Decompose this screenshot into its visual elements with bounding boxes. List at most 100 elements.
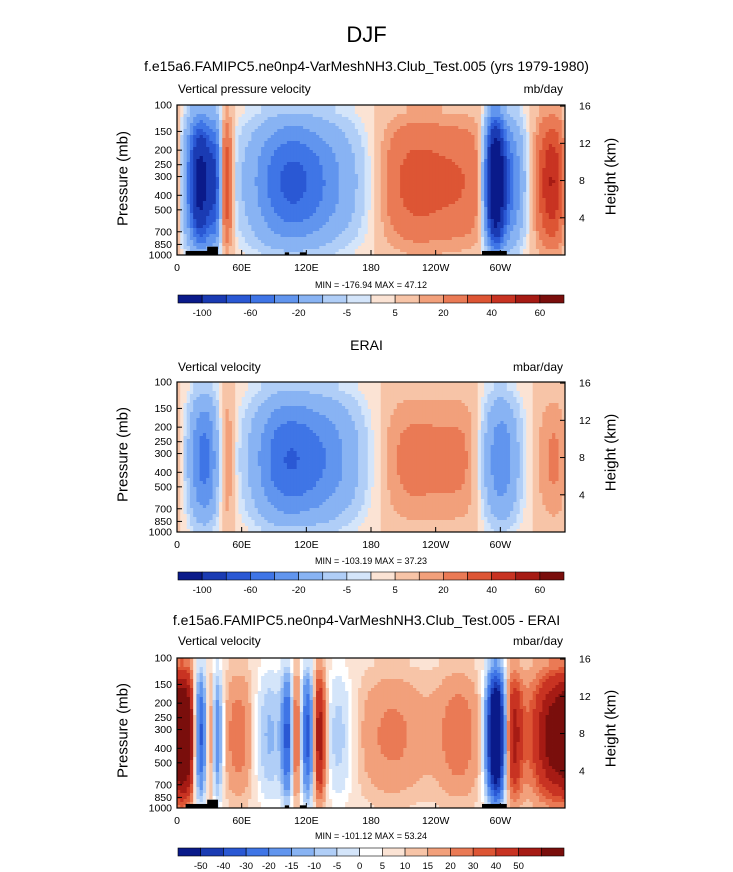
heatmap-cell — [490, 204, 495, 208]
heatmap-cell — [299, 177, 304, 181]
heatmap-cell — [396, 198, 401, 202]
heatmap-cell — [189, 180, 194, 184]
heatmap-cell — [286, 207, 291, 211]
heatmap-cell — [406, 144, 411, 148]
heatmap-cell — [513, 177, 517, 181]
heatmap-cell — [261, 204, 265, 208]
heatmap-cell — [270, 111, 275, 115]
heatmap-cell — [445, 138, 449, 142]
heatmap-cell — [490, 201, 495, 205]
heatmap-cell — [387, 135, 391, 139]
heatmap-cell — [522, 207, 527, 211]
heatmap-cell — [261, 144, 265, 148]
heatmap-cell — [354, 222, 359, 226]
heatmap-cell — [183, 123, 188, 127]
heatmap-cell — [409, 132, 414, 136]
heatmap-cell — [539, 156, 543, 160]
heatmap-cell — [393, 198, 398, 202]
heatmap-cell — [238, 150, 243, 154]
heatmap-cell — [354, 132, 359, 136]
heatmap-cell — [283, 183, 288, 187]
heatmap-cell — [296, 144, 301, 148]
heatmap-cell — [180, 192, 184, 196]
heatmap-cell — [400, 141, 404, 145]
heatmap-cell — [429, 213, 433, 217]
heatmap-cell — [393, 162, 398, 166]
heatmap-cell — [438, 222, 443, 226]
heatmap-cell — [299, 114, 304, 118]
heatmap-cell — [490, 105, 495, 109]
heatmap-cell — [358, 156, 362, 160]
heatmap-cell — [487, 123, 492, 127]
heatmap-cell — [458, 210, 462, 214]
heatmap-cell — [383, 138, 388, 142]
heatmap-cell — [561, 186, 566, 190]
heatmap-cell — [202, 150, 207, 154]
heatmap-cell — [312, 195, 317, 199]
heatmap-cell — [215, 186, 220, 190]
heatmap-cell — [335, 129, 340, 133]
heatmap-cell — [526, 168, 530, 172]
heatmap-cell — [183, 222, 188, 226]
heatmap-cell — [238, 213, 243, 217]
heatmap-cell — [309, 174, 314, 178]
heatmap-cell — [400, 123, 404, 127]
heatmap-cell — [548, 186, 553, 190]
heatmap-cell — [270, 168, 275, 172]
heatmap-cell — [548, 141, 553, 145]
heatmap-cell — [471, 111, 475, 115]
heatmap-cell — [477, 174, 482, 178]
heatmap-cell — [299, 228, 304, 232]
heatmap-cell — [387, 198, 391, 202]
heatmap-cell — [354, 207, 359, 211]
heatmap-cell — [506, 153, 511, 157]
heatmap-cell — [364, 183, 369, 187]
heatmap-cell — [490, 171, 495, 175]
heatmap-cell — [438, 123, 443, 127]
heatmap-cell — [422, 219, 427, 223]
heatmap-cell — [351, 165, 356, 169]
heatmap-cell — [374, 126, 378, 130]
heatmap-cell — [425, 171, 430, 175]
heatmap-cell — [202, 138, 207, 142]
heatmap-cell — [484, 147, 488, 151]
heatmap-cell — [419, 177, 424, 181]
heatmap-cell — [335, 225, 340, 229]
heatmap-cell — [539, 192, 543, 196]
heatmap-cell — [477, 156, 482, 160]
heatmap-cell — [193, 117, 197, 121]
heatmap-cell — [309, 144, 314, 148]
heatmap-cell — [364, 162, 369, 166]
heatmap-cell — [280, 150, 285, 154]
heatmap-cell — [212, 126, 217, 130]
heatmap-cell — [419, 108, 424, 112]
heatmap-cell — [468, 177, 472, 181]
heatmap-cell — [199, 177, 204, 181]
heatmap-cell — [293, 111, 298, 115]
heatmap-cell — [493, 180, 498, 184]
heatmap-cell — [371, 177, 375, 181]
heatmap-cell — [490, 207, 495, 211]
heatmap-cell — [461, 225, 466, 229]
heatmap-cell — [296, 207, 301, 211]
heatmap-cell — [464, 156, 469, 160]
heatmap-cell — [189, 162, 194, 166]
heatmap-cell — [539, 201, 543, 205]
heatmap-cell — [542, 165, 546, 169]
heatmap-cell — [561, 207, 566, 211]
heatmap-cell — [299, 168, 304, 172]
heatmap-cell — [277, 141, 281, 145]
heatmap-cell — [222, 153, 226, 157]
heatmap-cell — [545, 195, 550, 199]
heatmap-cell — [371, 168, 375, 172]
heatmap-cell — [361, 183, 365, 187]
heatmap-cell — [283, 105, 288, 109]
heatmap-cell — [442, 201, 446, 205]
heatmap-cell — [254, 219, 259, 223]
heatmap-cell — [328, 195, 333, 199]
heatmap-cell — [209, 177, 213, 181]
heatmap-cell — [419, 105, 424, 109]
heatmap-cell — [545, 225, 550, 229]
heatmap-cell — [403, 147, 407, 151]
heatmap-cell — [325, 180, 330, 184]
